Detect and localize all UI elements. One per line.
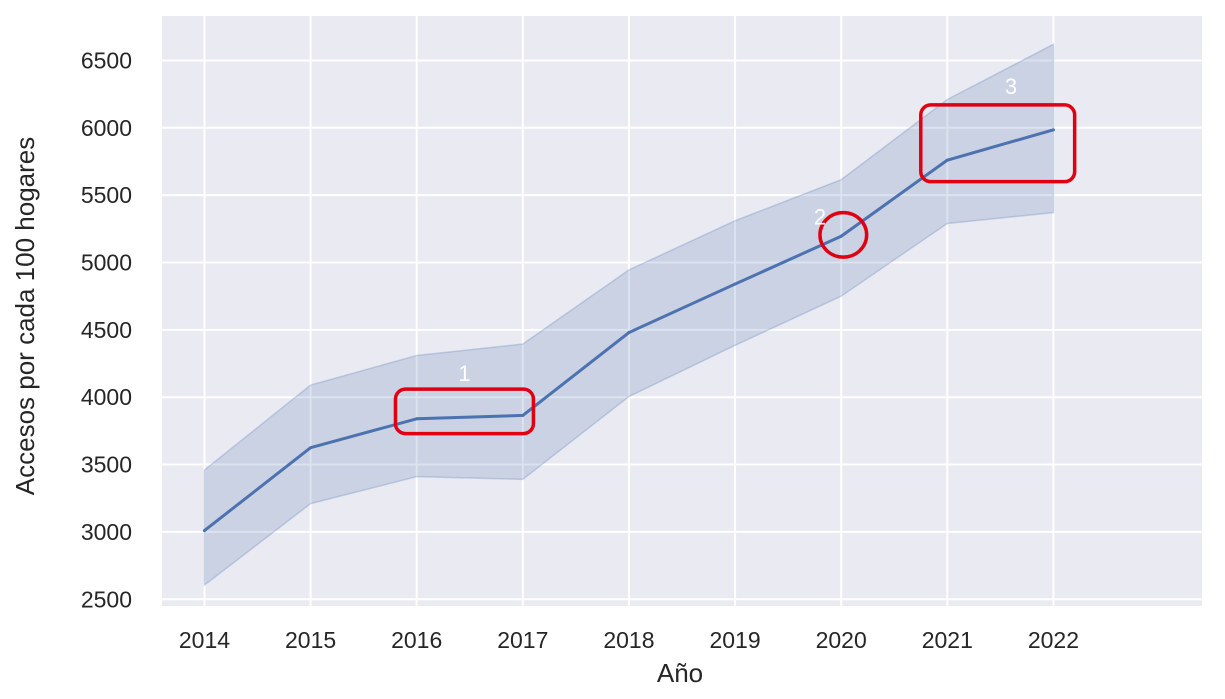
confidence-band [203, 43, 1055, 587]
x-tick-labels: 2014 2015 2016 2017 2018 2019 2020 2021 2022 [179, 627, 1079, 653]
plot-area [162, 16, 1202, 606]
data-point-2014 [202, 529, 206, 533]
grid-lines [162, 16, 1202, 606]
data-point-2020 [839, 234, 843, 238]
x-tick-label-2014: 2014 [179, 627, 230, 653]
x-tick-label-2021: 2021 [922, 627, 973, 653]
y-tick-label-6000: 6000 [81, 115, 132, 141]
x-tick-label-2019: 2019 [709, 627, 760, 653]
y-tick-label-4000: 4000 [81, 384, 132, 410]
y-tick-label-5500: 5500 [81, 182, 132, 208]
annotation-label-3: 3 [1005, 74, 1017, 99]
data-point-2015 [309, 446, 313, 450]
x-tick-label-2017: 2017 [497, 627, 548, 653]
annotation-box-3 [919, 103, 1077, 184]
data-point-2022 [1051, 128, 1055, 132]
x-tick-label-2016: 2016 [391, 627, 442, 653]
annotations: 1 2 3 [393, 74, 1077, 436]
annotation-label-1: 1 [458, 361, 470, 386]
data-point-2021 [945, 158, 949, 162]
annotation-box-1 [393, 387, 536, 436]
data-point-2018 [627, 331, 631, 335]
x-axis-label: Año [657, 658, 703, 688]
y-tick-label-3000: 3000 [81, 519, 132, 545]
annotation-circle-2 [818, 210, 869, 259]
x-tick-label-2018: 2018 [603, 627, 654, 653]
data-point-2019 [733, 282, 737, 286]
y-tick-label-3500: 3500 [81, 452, 132, 478]
annotation-label-2: 2 [814, 205, 826, 230]
x-tick-label-2015: 2015 [285, 627, 336, 653]
y-tick-label-6500: 6500 [81, 47, 132, 73]
x-tick-label-2022: 2022 [1028, 627, 1079, 653]
y-axis-label: Accesos por cada 100 hogares [10, 137, 40, 495]
data-point-2016 [415, 417, 419, 421]
data-points [202, 128, 1055, 533]
y-tick-labels: 2500 3000 3500 4000 4500 5000 5500 6000 6500 [81, 47, 132, 612]
x-tick-label-2020: 2020 [816, 627, 867, 653]
y-tick-label-4500: 4500 [81, 317, 132, 343]
data-point-2017 [521, 413, 525, 417]
y-tick-label-5000: 5000 [81, 250, 132, 276]
y-tick-label-2500: 2500 [81, 586, 132, 612]
